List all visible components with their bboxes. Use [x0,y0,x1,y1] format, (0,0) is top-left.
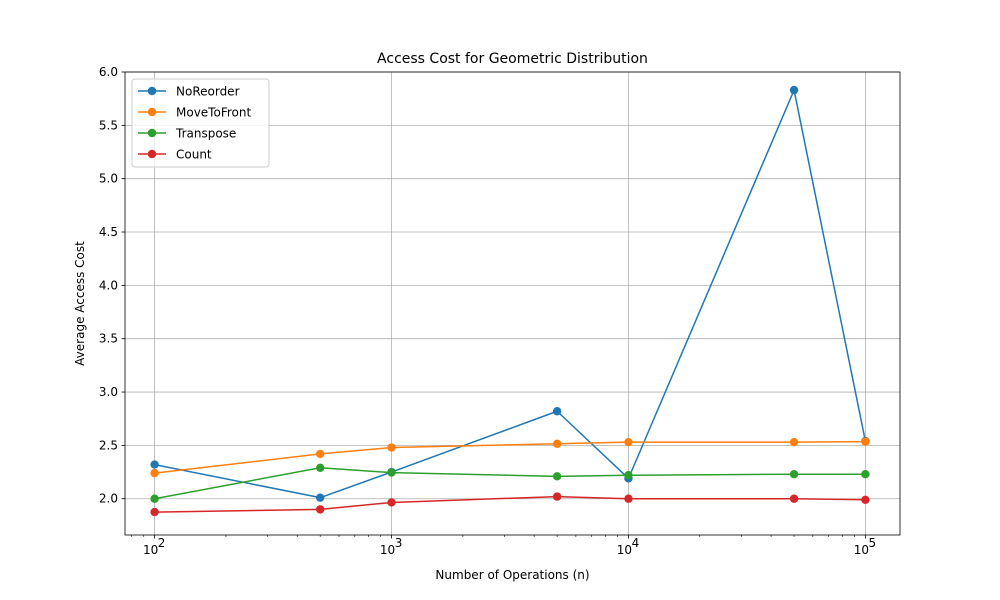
data-point-noreorder [150,460,159,469]
data-point-transpose [624,471,633,480]
x-tick-label: 10 [617,543,632,557]
legend-marker-count [147,149,157,159]
y-tick-label: 2.0 [99,492,118,506]
legend-label-transpose: Transpose [175,127,236,141]
data-point-count [150,507,159,517]
y-tick-label: 5.0 [99,172,118,186]
data-point-movetofront [861,437,870,446]
axis-ticks: 10 2 10 3 10 4 10 52.02.53.03.54.04.55.05.56.0 [99,65,876,557]
data-point-transpose [316,463,325,472]
legend-label-movetofront: MoveToFront [176,106,251,120]
data-point-movetofront [387,443,396,452]
data-point-noreorder [316,493,325,502]
legend-label-count: Count [176,148,212,162]
series-movetofront [150,437,870,478]
data-point-movetofront [150,468,159,478]
data-point-noreorder [789,85,799,95]
series-layer [150,85,870,517]
x-tick-exponent: 2 [158,536,166,550]
y-tick-label: 5.5 [99,118,118,132]
data-point-transpose [789,469,799,479]
legend: NoReorder MoveToFront Transpose Count [131,78,270,168]
chart-title: Access Cost for Geometric Distribution [377,51,648,67]
series-count [150,492,870,517]
data-point-transpose [552,472,562,481]
y-tick-label: 3.5 [99,332,118,346]
data-point-count [387,498,396,507]
x-tick-exponent: 5 [869,536,877,550]
data-point-count [316,505,325,514]
data-point-transpose [150,494,159,503]
plot-area-frame [124,71,901,536]
data-point-transpose [861,469,870,479]
x-tick-label: 10 [854,543,869,557]
data-point-transpose [387,468,396,477]
data-point-count [789,494,799,503]
x-tick-label: 10 [380,543,395,557]
legend-label-noreorder: NoReorder [176,85,240,99]
data-point-movetofront [316,449,325,459]
legend-entry-transpose: Transpose [138,127,236,141]
legend-marker-transpose [147,128,157,138]
data-point-movetofront [552,439,562,448]
x-tick-label: 10 [143,543,158,557]
y-tick-label: 4.5 [99,225,118,239]
data-point-movetofront [624,437,633,447]
series-line-transpose [154,467,866,500]
data-point-noreorder [552,407,562,416]
legend-marker-noreorder [147,86,157,96]
data-point-count [861,495,870,504]
legend-entry-noreorder: NoReorder [138,85,240,99]
legend-entry-count: Count [138,148,212,162]
series-line-movetofront [154,440,866,474]
y-tick-label: 3.0 [99,385,118,399]
y-tick-label: 2.5 [99,438,118,452]
y-tick-label: 6.0 [99,65,118,79]
y-axis-label: Average Access Cost [73,241,87,366]
data-point-movetofront [789,437,799,447]
x-axis-label: Number of Operations (n) [435,568,589,582]
y-tick-label: 4.0 [99,278,118,292]
data-point-count [624,494,633,503]
series-transpose [150,463,870,503]
data-point-count [552,492,562,501]
x-tick-exponent: 4 [632,536,640,550]
legend-entry-movetofront: MoveToFront [138,106,251,120]
x-tick-exponent: 3 [395,536,403,550]
legend-marker-movetofront [147,107,157,117]
legend-box [131,78,270,168]
